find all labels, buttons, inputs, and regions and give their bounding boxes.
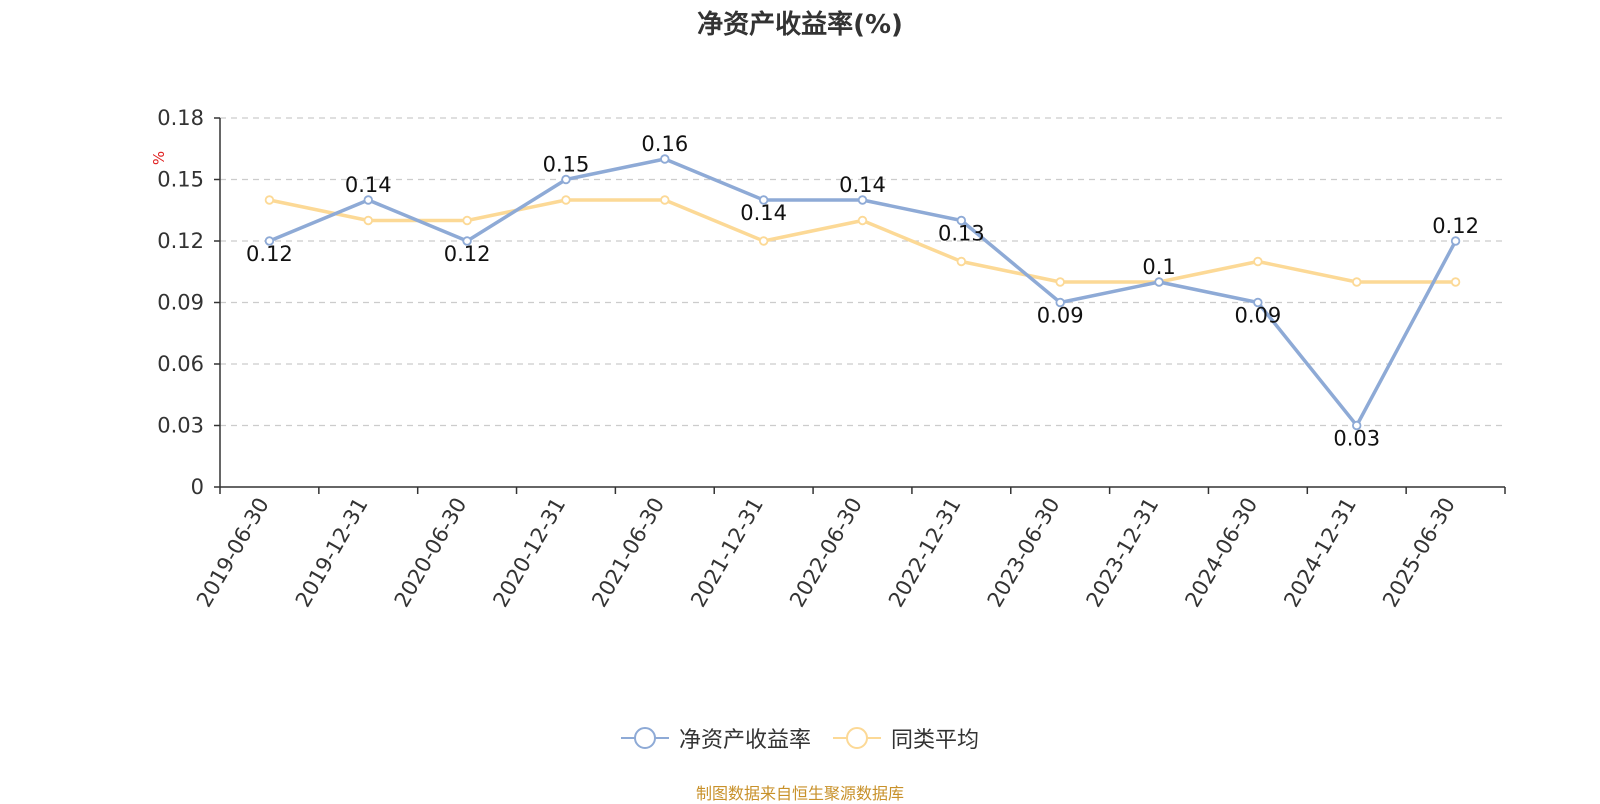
data-point	[363, 195, 373, 205]
y-tick-label: 0.06	[157, 352, 204, 376]
data-point	[264, 236, 275, 246]
x-tick-label: 2025-06-30	[1378, 494, 1460, 612]
data-point	[857, 215, 868, 226]
data-point	[660, 154, 670, 164]
y-axis-unit-label: %	[150, 151, 168, 165]
y-tick-label: 0.15	[157, 168, 204, 192]
data-point	[660, 195, 670, 205]
data-point	[462, 215, 472, 226]
y-tick-label: 0.03	[157, 414, 204, 438]
data-point	[1450, 277, 1461, 287]
legend-item[interactable]: 同类平均	[833, 722, 979, 754]
data-point	[1253, 297, 1263, 308]
legend-label: 净资产收益率	[678, 728, 811, 753]
legend-swatch	[620, 727, 669, 749]
x-tick-label: 2021-12-31	[686, 494, 768, 612]
chart-title: 净资产收益率(%)	[697, 10, 903, 40]
data-point	[462, 236, 472, 246]
x-tick-label: 2021-06-30	[587, 494, 669, 612]
data-label: 0.12	[1432, 214, 1479, 238]
data-point	[1154, 277, 1164, 287]
data-label: 0.14	[839, 173, 886, 197]
data-label: 0.1	[1142, 255, 1175, 279]
data-point	[758, 195, 769, 205]
x-tick-label: 2023-12-31	[1082, 494, 1164, 612]
data-label: 0.12	[444, 242, 491, 266]
legend: 净资产收益率 同类平均	[0, 722, 1600, 754]
data-label: 0.16	[641, 132, 688, 156]
data-label: 0.09	[1235, 304, 1282, 328]
x-tick-label: 2020-06-30	[390, 493, 472, 611]
data-point	[264, 195, 275, 205]
data-point	[1352, 277, 1362, 287]
data-point	[956, 215, 967, 226]
legend-label: 同类平均	[891, 728, 980, 753]
x-tick-label: 2024-06-30	[1180, 494, 1262, 612]
legend-item[interactable]: 净资产收益率	[620, 722, 811, 754]
x-tick-label: 2019-12-31	[291, 494, 373, 612]
x-tick-label: 2023-06-30	[983, 494, 1065, 612]
data-label: 0.14	[740, 201, 787, 225]
y-tick-label: 0.09	[157, 291, 204, 315]
data-point	[1450, 236, 1461, 246]
data-label: 0.15	[543, 153, 590, 177]
data-label: 0.12	[246, 242, 293, 266]
data-label: 0.14	[345, 173, 392, 197]
data-point	[561, 195, 571, 205]
y-tick-label: 0	[191, 475, 204, 499]
data-label: 0.13	[938, 222, 985, 246]
data-point	[956, 256, 967, 267]
data-point	[561, 174, 571, 185]
x-tick-label: 2020-12-31	[488, 494, 570, 612]
data-point	[1253, 256, 1263, 267]
x-tick-label: 2022-06-30	[785, 494, 867, 612]
source-note: 制图数据来自恒生聚源数据库	[695, 784, 904, 803]
data-label: 0.09	[1037, 304, 1084, 328]
data-point	[1055, 297, 1065, 308]
y-tick-label: 0.12	[157, 229, 204, 253]
data-point	[363, 215, 373, 226]
data-point	[758, 236, 769, 246]
legend-swatch	[833, 727, 881, 749]
y-tick-label: 0.18	[157, 106, 204, 130]
data-point	[857, 195, 868, 205]
x-tick-label: 2022-12-31	[884, 494, 966, 612]
data-point	[1352, 420, 1362, 431]
x-tick-label: 2024-12-31	[1279, 494, 1361, 612]
data-point	[1055, 277, 1065, 287]
x-tick-label: 2019-06-30	[192, 494, 274, 612]
data-label: 0.03	[1333, 427, 1380, 451]
